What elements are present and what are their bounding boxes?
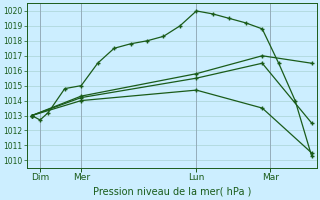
X-axis label: Pression niveau de la mer( hPa ): Pression niveau de la mer( hPa ) (92, 187, 251, 197)
